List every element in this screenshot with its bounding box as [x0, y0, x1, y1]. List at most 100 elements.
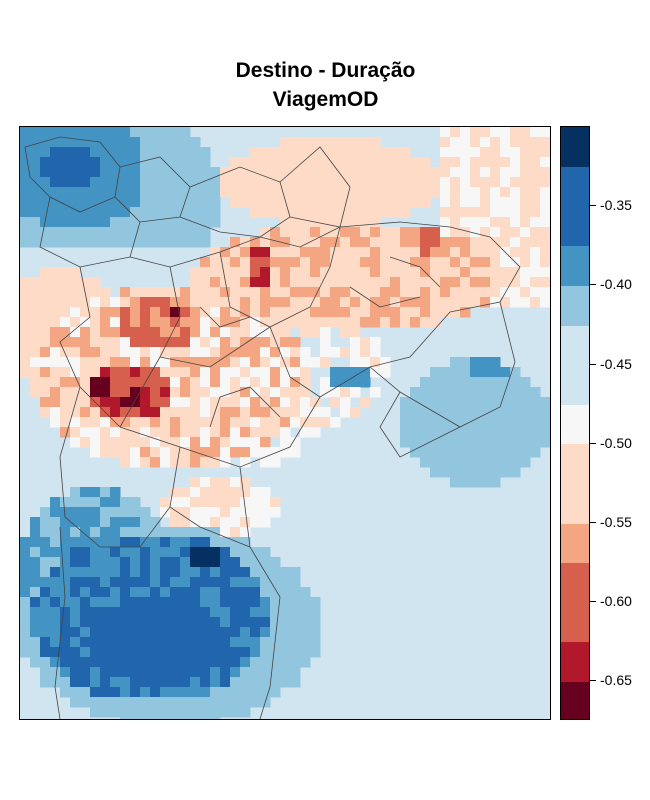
raster-cell	[210, 497, 221, 508]
raster-cell	[320, 377, 331, 388]
raster-cell	[110, 587, 121, 598]
raster-cell	[170, 637, 181, 648]
raster-cell	[490, 437, 501, 448]
raster-cell	[70, 657, 81, 668]
raster-cell	[380, 177, 391, 188]
raster-cell	[160, 137, 171, 148]
raster-cell	[340, 347, 351, 358]
raster-cell	[230, 477, 241, 488]
raster-cell	[50, 197, 61, 208]
raster-cell	[20, 177, 31, 188]
raster-cell	[70, 557, 81, 568]
raster-cell	[140, 437, 151, 448]
raster-cell	[180, 217, 191, 228]
raster-cell	[540, 417, 550, 428]
raster-cell	[200, 707, 211, 718]
raster-cell	[100, 217, 111, 228]
raster-cell	[180, 317, 191, 328]
raster-cell	[200, 337, 211, 348]
municipality-boundary	[239, 466, 281, 719]
raster-cell	[140, 587, 151, 598]
raster-cell	[290, 267, 301, 278]
raster-cell	[100, 667, 111, 678]
raster-cell	[90, 187, 101, 198]
raster-cell	[60, 157, 71, 168]
raster-cell	[320, 167, 331, 178]
raster-cell	[160, 397, 171, 408]
raster-cell	[70, 367, 81, 378]
raster-cell	[450, 477, 461, 488]
raster-cell	[350, 237, 361, 248]
raster-cell	[80, 417, 91, 428]
raster-cell	[40, 617, 51, 628]
municipality-boundary	[379, 391, 461, 458]
raster-cell	[220, 487, 231, 498]
raster-cell	[250, 667, 261, 678]
raster-cell	[200, 407, 211, 418]
raster-cell	[470, 357, 481, 368]
raster-cell	[40, 637, 51, 648]
raster-cell	[30, 617, 41, 628]
raster-cell	[20, 297, 31, 308]
raster-cell	[320, 147, 331, 158]
raster-cell	[50, 607, 61, 618]
raster-cell	[200, 557, 211, 568]
municipality-boundary	[100, 446, 181, 548]
raster-cell	[510, 177, 521, 188]
raster-cell	[450, 177, 461, 188]
raster-cell	[430, 287, 441, 298]
raster-cell	[50, 177, 61, 188]
raster-cell	[220, 537, 231, 548]
raster-cell	[100, 387, 111, 398]
raster-cell	[520, 137, 531, 148]
raster-cell	[500, 297, 511, 308]
raster-cell	[490, 177, 501, 188]
raster-cell	[100, 607, 111, 618]
raster-cell	[330, 277, 341, 288]
raster-cell	[160, 407, 171, 418]
raster-cell	[290, 437, 301, 448]
raster-cell	[420, 447, 431, 458]
raster-cell	[510, 457, 521, 468]
raster-cell	[210, 447, 221, 458]
raster-cell	[70, 667, 81, 678]
raster-cell	[260, 157, 271, 168]
raster-cell	[120, 567, 131, 578]
raster-cell	[40, 407, 51, 418]
raster-cell	[190, 397, 201, 408]
raster-cell	[230, 257, 241, 268]
raster-cell	[290, 227, 301, 238]
raster-cell	[200, 617, 211, 628]
raster-cell	[170, 227, 181, 238]
raster-cell	[200, 257, 211, 268]
raster-cell	[140, 287, 151, 298]
raster-cell	[140, 637, 151, 648]
raster-cell	[500, 177, 511, 188]
municipality-boundary	[159, 326, 271, 368]
raster-cell	[170, 507, 181, 518]
raster-cell	[420, 427, 431, 438]
raster-cell	[400, 427, 411, 438]
raster-cell	[60, 647, 71, 658]
raster-cell	[460, 217, 471, 228]
raster-cell	[200, 497, 211, 508]
raster-cell	[130, 337, 141, 348]
raster-cell	[340, 317, 351, 328]
raster-cell	[120, 217, 131, 228]
raster-cell	[190, 277, 201, 288]
raster-cell	[140, 127, 151, 138]
raster-cell	[130, 687, 141, 698]
raster-cell	[260, 517, 271, 528]
raster-cell	[170, 387, 181, 398]
raster-cell	[60, 367, 71, 378]
raster-cell	[240, 177, 251, 188]
raster-cell	[200, 607, 211, 618]
raster-cell	[40, 297, 51, 308]
raster-cell	[360, 287, 371, 298]
raster-cell	[210, 297, 221, 308]
raster-cell	[90, 497, 101, 508]
raster-cell	[380, 297, 391, 308]
raster-cell	[250, 307, 261, 318]
raster-cell	[130, 347, 141, 358]
raster-cell	[280, 347, 291, 358]
